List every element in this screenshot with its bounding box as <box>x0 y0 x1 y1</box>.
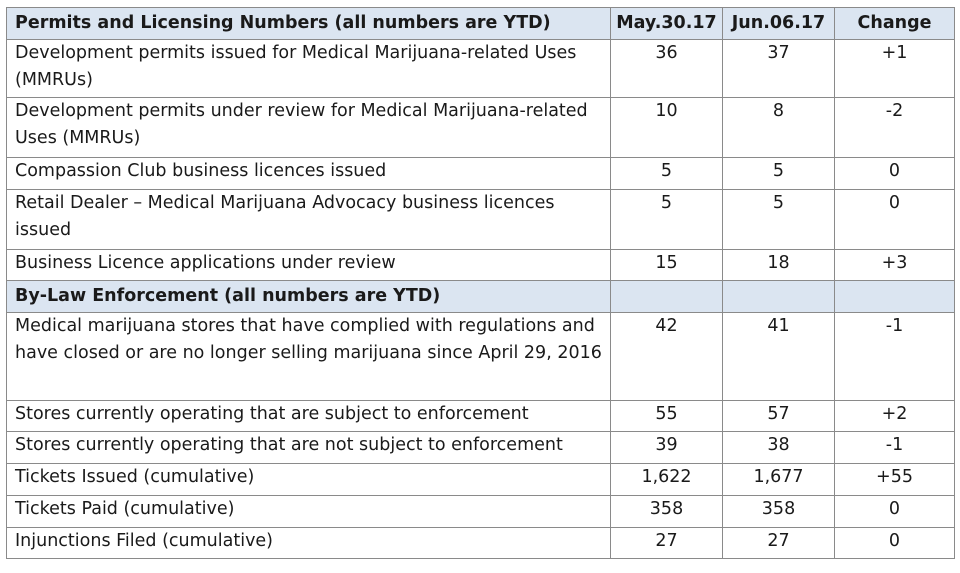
cell-may: 1,622 <box>610 463 723 496</box>
cell-jun: 57 <box>722 400 835 432</box>
cell-jun: 41 <box>722 312 835 401</box>
row-label: Stores currently operating that are subj… <box>6 400 611 432</box>
cell-change: -2 <box>834 97 955 158</box>
cell-jun: 8 <box>722 97 835 158</box>
section-header-enforcement: By-Law Enforcement (all numbers are YTD) <box>6 280 955 313</box>
row-label: Tickets Issued (cumulative) <box>6 463 611 496</box>
cell-jun: 27 <box>722 527 835 559</box>
empty-header-cell <box>610 280 723 313</box>
cell-change: 0 <box>834 189 955 250</box>
section-title: Permits and Licensing Numbers (all numbe… <box>6 7 611 40</box>
cell-may: 15 <box>610 249 723 281</box>
column-header-may: May.30.17 <box>610 7 723 40</box>
table-row: Compassion Club business licences issued… <box>6 157 955 190</box>
table-row: Development permits under review for Med… <box>6 97 955 158</box>
cell-jun: 38 <box>722 431 835 464</box>
table-row: Medical marijuana stores that have compl… <box>6 312 955 401</box>
cell-may: 27 <box>610 527 723 559</box>
cell-may: 36 <box>610 39 723 98</box>
row-label: Medical marijuana stores that have compl… <box>6 312 611 401</box>
column-header-change: Change <box>834 7 955 40</box>
cell-may: 5 <box>610 189 723 250</box>
cell-jun: 358 <box>722 495 835 528</box>
cell-jun: 18 <box>722 249 835 281</box>
empty-header-cell <box>722 280 835 313</box>
table-row: Business Licence applications under revi… <box>6 249 955 281</box>
cell-change: +3 <box>834 249 955 281</box>
cell-may: 55 <box>610 400 723 432</box>
cell-change: +2 <box>834 400 955 432</box>
row-label: Business Licence applications under revi… <box>6 249 611 281</box>
cell-may: 10 <box>610 97 723 158</box>
row-label: Development permits under review for Med… <box>6 97 611 158</box>
row-label: Retail Dealer – Medical Marijuana Advoca… <box>6 189 611 250</box>
cell-jun: 5 <box>722 157 835 190</box>
row-label: Development permits issued for Medical M… <box>6 39 611 98</box>
cell-jun: 37 <box>722 39 835 98</box>
cell-may: 39 <box>610 431 723 464</box>
row-label: Tickets Paid (cumulative) <box>6 495 611 528</box>
table-row: Injunctions Filed (cumulative) 27 27 0 <box>6 527 955 559</box>
row-label: Stores currently operating that are not … <box>6 431 611 464</box>
cell-change: +1 <box>834 39 955 98</box>
cell-may: 358 <box>610 495 723 528</box>
cell-change: -1 <box>834 431 955 464</box>
section-header-permits: Permits and Licensing Numbers (all numbe… <box>6 7 955 40</box>
cell-change: 0 <box>834 527 955 559</box>
cell-may: 5 <box>610 157 723 190</box>
cell-change: 0 <box>834 157 955 190</box>
cell-jun: 1,677 <box>722 463 835 496</box>
statistics-table: Permits and Licensing Numbers (all numbe… <box>6 7 955 559</box>
table-row: Development permits issued for Medical M… <box>6 39 955 98</box>
row-label: Injunctions Filed (cumulative) <box>6 527 611 559</box>
table-row: Tickets Issued (cumulative) 1,622 1,677 … <box>6 463 955 496</box>
column-header-jun: Jun.06.17 <box>722 7 835 40</box>
table-row: Retail Dealer – Medical Marijuana Advoca… <box>6 189 955 250</box>
cell-change: +55 <box>834 463 955 496</box>
row-label: Compassion Club business licences issued <box>6 157 611 190</box>
cell-may: 42 <box>610 312 723 401</box>
cell-jun: 5 <box>722 189 835 250</box>
table-row: Tickets Paid (cumulative) 358 358 0 <box>6 495 955 528</box>
cell-change: -1 <box>834 312 955 401</box>
cell-change: 0 <box>834 495 955 528</box>
section-title: By-Law Enforcement (all numbers are YTD) <box>6 280 611 313</box>
table-row: Stores currently operating that are not … <box>6 431 955 464</box>
table-row: Stores currently operating that are subj… <box>6 400 955 432</box>
empty-header-cell <box>834 280 955 313</box>
